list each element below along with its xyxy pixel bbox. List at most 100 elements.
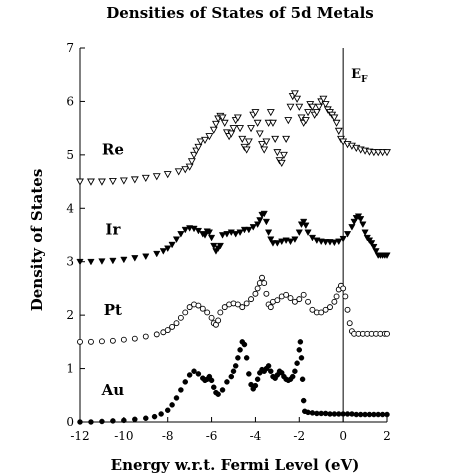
data-point — [318, 309, 325, 316]
data-point — [319, 95, 328, 103]
data-point — [278, 238, 286, 246]
data-point — [194, 143, 203, 151]
data-point — [255, 130, 264, 138]
fermi-label-sub: F — [361, 75, 368, 85]
data-point — [297, 339, 304, 345]
data-point — [304, 229, 312, 237]
data-point — [204, 309, 211, 316]
x-axis-label: Energy w.r.t. Fermi Level (eV) — [111, 456, 360, 474]
data-point — [164, 407, 171, 413]
data-point — [244, 138, 253, 146]
data-point — [211, 120, 220, 128]
data-point — [251, 109, 260, 117]
data-point — [335, 238, 343, 246]
series-layer — [76, 90, 391, 425]
data-point — [241, 341, 248, 348]
data-point — [300, 218, 308, 226]
data-point — [159, 248, 167, 255]
data-point — [99, 418, 105, 425]
data-point — [215, 317, 222, 324]
data-point — [109, 337, 116, 344]
data-point — [238, 135, 247, 143]
data-point — [120, 256, 128, 264]
data-point — [173, 395, 180, 401]
data-point — [254, 285, 261, 292]
x-tick-label: -10 — [114, 429, 133, 443]
data-point — [209, 126, 218, 134]
data-point — [88, 338, 94, 345]
data-point — [121, 417, 127, 424]
series-pt — [77, 274, 390, 345]
y-tick-label: 0 — [66, 415, 74, 429]
data-point — [263, 290, 270, 297]
data-point — [331, 298, 338, 305]
data-point — [296, 347, 303, 353]
data-point — [304, 109, 313, 117]
data-point — [219, 387, 226, 393]
x-tick-label: -8 — [162, 429, 174, 443]
data-point — [254, 376, 261, 383]
data-point — [98, 338, 105, 345]
data-point — [173, 320, 180, 327]
data-point — [253, 119, 262, 127]
data-point — [300, 397, 307, 404]
data-point — [77, 419, 83, 425]
data-point — [228, 373, 235, 380]
data-point — [235, 355, 241, 361]
y-ticks: 0 1 2 3 4 5 6 7 — [66, 41, 85, 429]
data-point — [199, 305, 206, 312]
data-point — [293, 95, 302, 103]
data-point — [299, 376, 306, 383]
data-point — [98, 258, 106, 265]
data-point — [290, 90, 299, 98]
x-tick-label: -6 — [206, 429, 218, 443]
data-point — [172, 236, 181, 243]
data-point — [359, 221, 367, 229]
data-point — [242, 146, 251, 154]
data-point — [243, 300, 250, 307]
data-point — [286, 238, 295, 246]
data-point — [384, 411, 390, 418]
data-point — [332, 119, 341, 127]
fermi-label-main: E — [351, 67, 361, 82]
data-point — [291, 236, 299, 243]
fermi-level-label: EF — [351, 67, 368, 85]
data-point — [196, 138, 205, 146]
data-point — [177, 231, 185, 238]
metal-label-au: Au — [101, 381, 125, 399]
data-point — [141, 174, 150, 182]
data-point — [236, 229, 244, 237]
data-point — [300, 291, 307, 298]
data-point — [260, 210, 268, 218]
data-point — [216, 242, 224, 250]
data-point — [291, 298, 298, 305]
data-point — [182, 379, 189, 385]
data-point — [142, 253, 150, 261]
data-point — [230, 368, 237, 374]
data-point — [260, 146, 269, 154]
data-point — [120, 336, 127, 343]
data-point — [218, 232, 227, 239]
data-point — [195, 371, 202, 377]
data-point — [169, 323, 176, 330]
data-point — [357, 216, 365, 223]
data-point — [268, 368, 274, 374]
data-point — [342, 293, 349, 300]
data-point — [277, 159, 286, 167]
data-point — [348, 224, 356, 231]
data-point — [308, 103, 317, 111]
data-point — [264, 229, 273, 237]
data-point — [370, 243, 378, 251]
data-point — [232, 231, 240, 238]
data-point — [190, 151, 198, 159]
data-point — [76, 258, 84, 266]
data-point — [273, 240, 281, 247]
metal-label-re: Re — [102, 141, 124, 159]
data-point — [295, 103, 304, 111]
data-point — [153, 331, 160, 338]
data-point — [229, 125, 238, 133]
data-point — [227, 130, 236, 138]
data-point — [232, 363, 239, 369]
data-point — [266, 109, 275, 117]
